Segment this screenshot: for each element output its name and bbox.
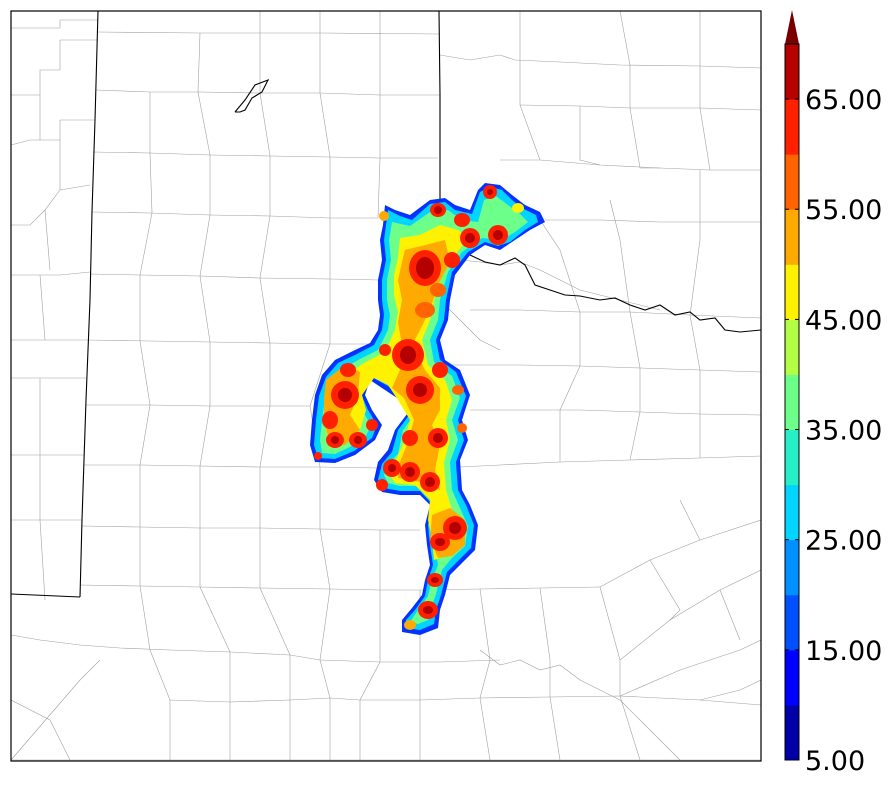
colorbar-segment: [785, 594, 799, 651]
colorbar-segment: [785, 319, 799, 375]
colorbar-tick-label: 55.00: [805, 195, 882, 226]
colorbar-segment: [785, 429, 799, 486]
storm-cells: [314, 185, 524, 630]
echo-orange: [392, 240, 450, 490]
colorbar-segment: [785, 154, 799, 210]
colorbar-ticks: [785, 98, 799, 761]
colorbar-tick-label: 35.00: [805, 416, 882, 447]
map-frame: [10, 10, 762, 762]
colorbar-segment: [785, 704, 799, 761]
colorbar-extend-arrow: [785, 10, 799, 44]
colorbar-segment: [785, 484, 799, 541]
colorbar-segment: [785, 539, 799, 596]
colorbar-tick-label: 5.00: [805, 746, 865, 777]
colorbar-segment: [785, 99, 799, 155]
colorbar-tick-label: 65.00: [805, 85, 882, 116]
colorbar-segment: [785, 649, 799, 706]
colorbar-segment: [785, 374, 799, 431]
colorbar-tick-label: 45.00: [805, 305, 882, 336]
colorbar-segment: [785, 209, 799, 265]
radar-reflectivity: [310, 183, 545, 635]
county-lines: [11, 11, 761, 761]
colorbar-tick-label: 15.00: [805, 636, 882, 667]
colorbar-segment: [785, 264, 799, 320]
colorbar-frame: [784, 43, 800, 761]
colorbar: 5.00 15.00 25.00 35.00 45.00 55.00 65.00: [784, 10, 882, 777]
colorbar-segments: [785, 44, 799, 761]
colorbar-tick-labels: 5.00 15.00 25.00 35.00 45.00 55.00 65.00: [805, 85, 882, 777]
colorbar-tick-label: 25.00: [805, 526, 882, 557]
map-panel: [10, 10, 762, 762]
state-boundaries: [11, 11, 761, 598]
colorbar-segment: [785, 44, 799, 100]
